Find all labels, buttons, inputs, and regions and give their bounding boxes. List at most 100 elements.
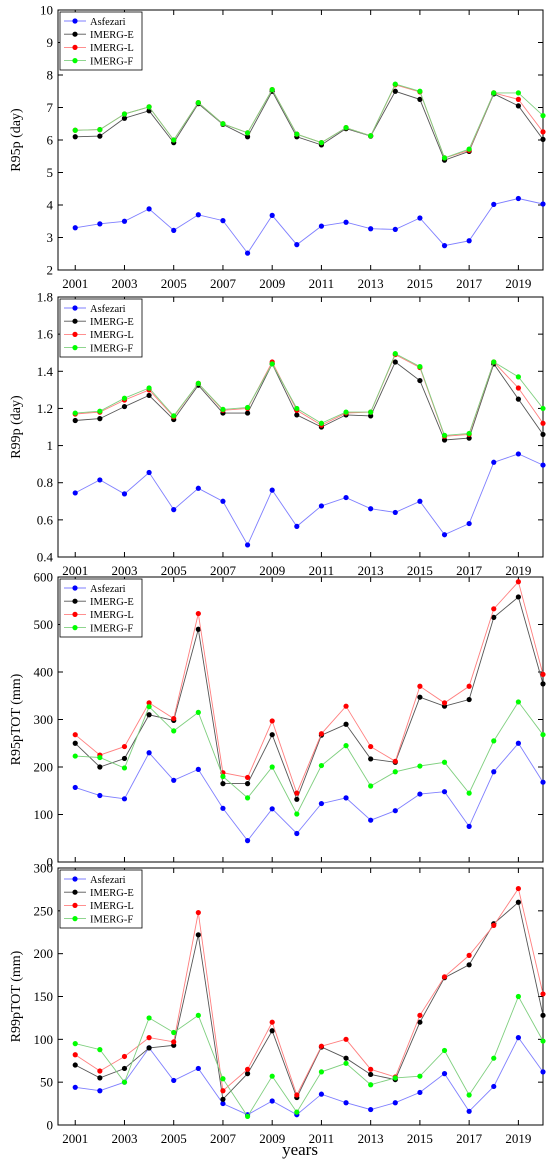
legend-entry: Asfezari — [64, 17, 126, 28]
data-point — [195, 380, 201, 386]
y-tick-label: 3 — [47, 230, 54, 245]
data-point — [244, 410, 251, 416]
legend-entry: IMERG-F — [64, 343, 133, 354]
series-line — [74, 887, 544, 1097]
legend-entry: IMERG-L — [64, 610, 134, 621]
data-point — [72, 740, 78, 746]
x-tick-label: 2013 — [358, 563, 384, 578]
data-point — [294, 830, 300, 837]
data-point — [491, 769, 497, 775]
data-point — [491, 606, 497, 612]
data-point — [491, 201, 497, 207]
legend-entry: IMERG-F — [64, 914, 133, 925]
series-line — [75, 701, 544, 815]
data-point — [466, 1108, 472, 1114]
data-point — [220, 1076, 226, 1082]
data-point — [466, 790, 472, 796]
data-point — [491, 459, 497, 465]
data-point — [540, 671, 546, 677]
data-point — [294, 1092, 300, 1098]
x-tick-label: 2011 — [309, 276, 335, 291]
data-point — [269, 806, 275, 812]
data-point — [97, 1047, 103, 1053]
data-point — [417, 1073, 423, 1079]
legend-label: Asfezari — [90, 17, 126, 28]
legend-label: IMERG-E — [90, 317, 134, 328]
data-point — [343, 1060, 349, 1066]
data-point — [97, 1075, 103, 1081]
data-point — [244, 134, 251, 140]
x-tick-label: 2005 — [161, 276, 187, 291]
data-point — [294, 242, 300, 248]
data-point — [343, 1100, 349, 1106]
data-point — [97, 221, 103, 227]
legend-entry: IMERG-E — [64, 597, 134, 608]
data-point — [269, 732, 275, 738]
y-tick-label: 0.8 — [37, 475, 53, 490]
series-line — [75, 1036, 544, 1116]
legend-entry: Asfezari — [64, 584, 126, 595]
data-point — [269, 1098, 275, 1104]
y-tick-label: 200 — [34, 760, 54, 775]
y-tick-label: 2 — [47, 263, 54, 278]
data-point — [171, 137, 177, 143]
data-point — [441, 1047, 448, 1054]
legend-label: IMERG-F — [90, 914, 133, 925]
data-point — [195, 909, 201, 916]
data-point — [318, 762, 325, 769]
data-point — [146, 712, 152, 718]
data-point — [146, 392, 152, 399]
data-point — [466, 435, 472, 441]
series-line — [75, 90, 544, 161]
data-point — [72, 753, 78, 759]
data-point — [121, 1079, 128, 1085]
data-point — [318, 731, 325, 737]
legend-entry: IMERG-L — [64, 43, 134, 54]
legend: Asfezari IMERG-E IMERG-L IMERG-F — [59, 869, 143, 929]
data-point — [72, 784, 78, 791]
data-point — [195, 932, 201, 938]
data-point — [392, 758, 398, 764]
data-point — [515, 385, 521, 391]
data-point — [368, 133, 374, 139]
data-point — [220, 218, 226, 224]
data-point — [72, 732, 78, 738]
y-tick-label: 8 — [47, 68, 54, 83]
data-point — [441, 759, 448, 765]
legend-marker — [72, 345, 78, 351]
data-point — [195, 100, 201, 106]
data-point — [97, 1068, 103, 1074]
data-point — [244, 781, 251, 787]
data-point — [491, 1083, 497, 1090]
data-point — [171, 715, 177, 722]
legend: Asfezari IMERG-E IMERG-L IMERG-F — [59, 578, 143, 638]
data-point — [97, 416, 103, 422]
data-point — [515, 1035, 521, 1041]
legend-marker — [72, 318, 78, 324]
data-point — [220, 773, 226, 780]
data-point — [244, 1066, 251, 1072]
x-tick-label: 2019 — [505, 276, 531, 291]
data-point — [121, 395, 128, 401]
x-tick-label: 2011 — [309, 563, 335, 578]
series-line — [74, 580, 544, 795]
data-point — [368, 1071, 374, 1078]
data-point — [417, 377, 423, 384]
x-tick-label: 2003 — [111, 563, 137, 578]
data-point — [540, 732, 546, 738]
data-point — [368, 1106, 374, 1113]
data-point — [269, 764, 275, 770]
data-point — [368, 1082, 374, 1088]
data-point — [195, 1065, 201, 1072]
data-point — [294, 796, 300, 802]
legend-marker — [72, 31, 78, 37]
data-point — [368, 506, 374, 512]
legend-marker — [72, 18, 78, 24]
data-point — [171, 413, 177, 419]
data-point — [72, 490, 78, 496]
data-point — [368, 409, 374, 415]
y-tick-label: 1.8 — [37, 290, 53, 305]
y-tick-label: 10 — [40, 3, 53, 18]
x-tick-label: 2007 — [210, 563, 237, 578]
x-tick-label: 2015 — [407, 276, 433, 291]
